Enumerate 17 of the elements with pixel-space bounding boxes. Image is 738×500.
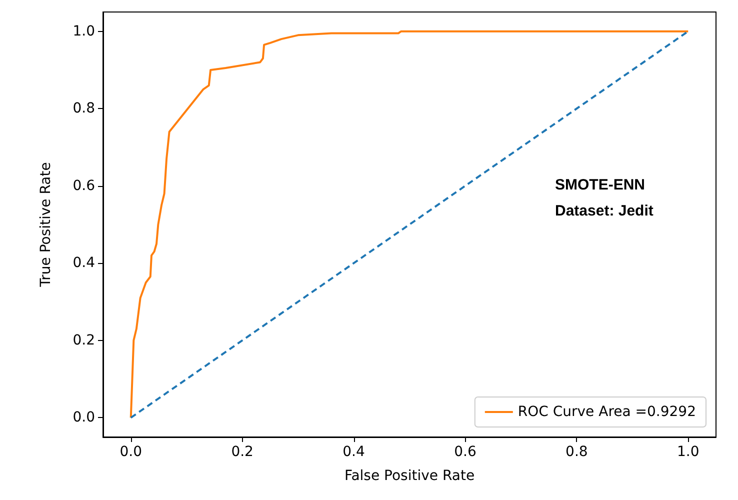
- x-tick-label: 1.0: [677, 444, 700, 460]
- x-tick-label: 0.8: [566, 444, 588, 460]
- legend-label: ROC Curve Area =0.9292: [518, 404, 696, 420]
- x-tick-label: 0.0: [120, 444, 142, 460]
- y-tick-label: 0.0: [72, 410, 95, 426]
- x-tick-label: 0.6: [454, 444, 476, 460]
- y-tick-label: 0.8: [72, 100, 95, 117]
- y-tick-label: 1.0: [72, 23, 95, 40]
- x-axis-title: False Positive Rate: [344, 468, 475, 484]
- y-tick-label: 0.4: [72, 255, 96, 272]
- annotation: SMOTE-ENN: [555, 176, 645, 194]
- x-tick-label: 0.4: [342, 444, 365, 460]
- x-tick-label: 0.2: [231, 444, 254, 460]
- y-tick-label: 0.2: [72, 332, 95, 348]
- y-axis-title: True Positive Rate: [38, 162, 54, 288]
- annotation: Dataset: Jedit: [555, 202, 654, 220]
- y-tick-label: 0.6: [72, 178, 96, 194]
